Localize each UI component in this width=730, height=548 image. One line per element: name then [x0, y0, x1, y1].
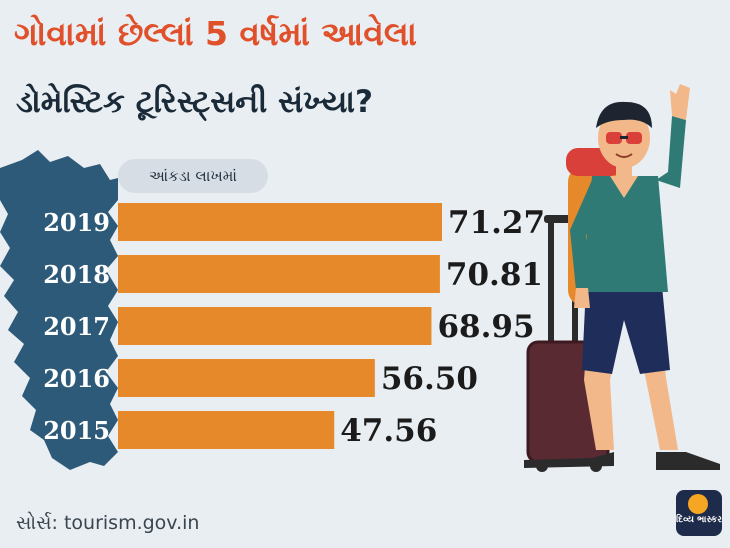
- source-note: સોર્સ: tourism.gov.in: [16, 512, 200, 534]
- bar: [118, 359, 375, 397]
- year-label: 2017: [43, 312, 110, 341]
- brand-logo-text: દિવ્ય ભાસ્કર: [676, 515, 722, 525]
- brand-sun-icon: [688, 494, 708, 514]
- bar: [118, 255, 440, 293]
- year-label: 2015: [43, 416, 110, 445]
- bar: [118, 203, 442, 241]
- unit-label: આંકડા લાખમાં: [118, 159, 268, 193]
- chart-title-line1: ગોવામાં છેલ્લાં 5 વર્ષમાં આવેલા: [14, 14, 417, 53]
- value-label: 70.81: [446, 257, 543, 293]
- year-label: 2019: [43, 208, 110, 237]
- bar: [118, 307, 432, 345]
- chart-title-line2: ડોમેસ્ટિક ટૂરિસ્ટ્સની સંખ્યા?: [16, 84, 373, 120]
- shorts: [582, 286, 670, 374]
- goa-map-shape: [0, 150, 118, 470]
- value-label: 47.56: [340, 413, 437, 449]
- year-label: 2016: [43, 364, 110, 393]
- year-label: 2018: [43, 260, 110, 289]
- shirt: [582, 176, 668, 292]
- sunglasses: [606, 132, 622, 144]
- bar: [118, 411, 335, 449]
- tourist-illustration: [524, 84, 720, 472]
- value-label: 56.50: [381, 361, 478, 397]
- value-label: 68.95: [437, 309, 534, 345]
- value-label: 71.27: [448, 205, 545, 241]
